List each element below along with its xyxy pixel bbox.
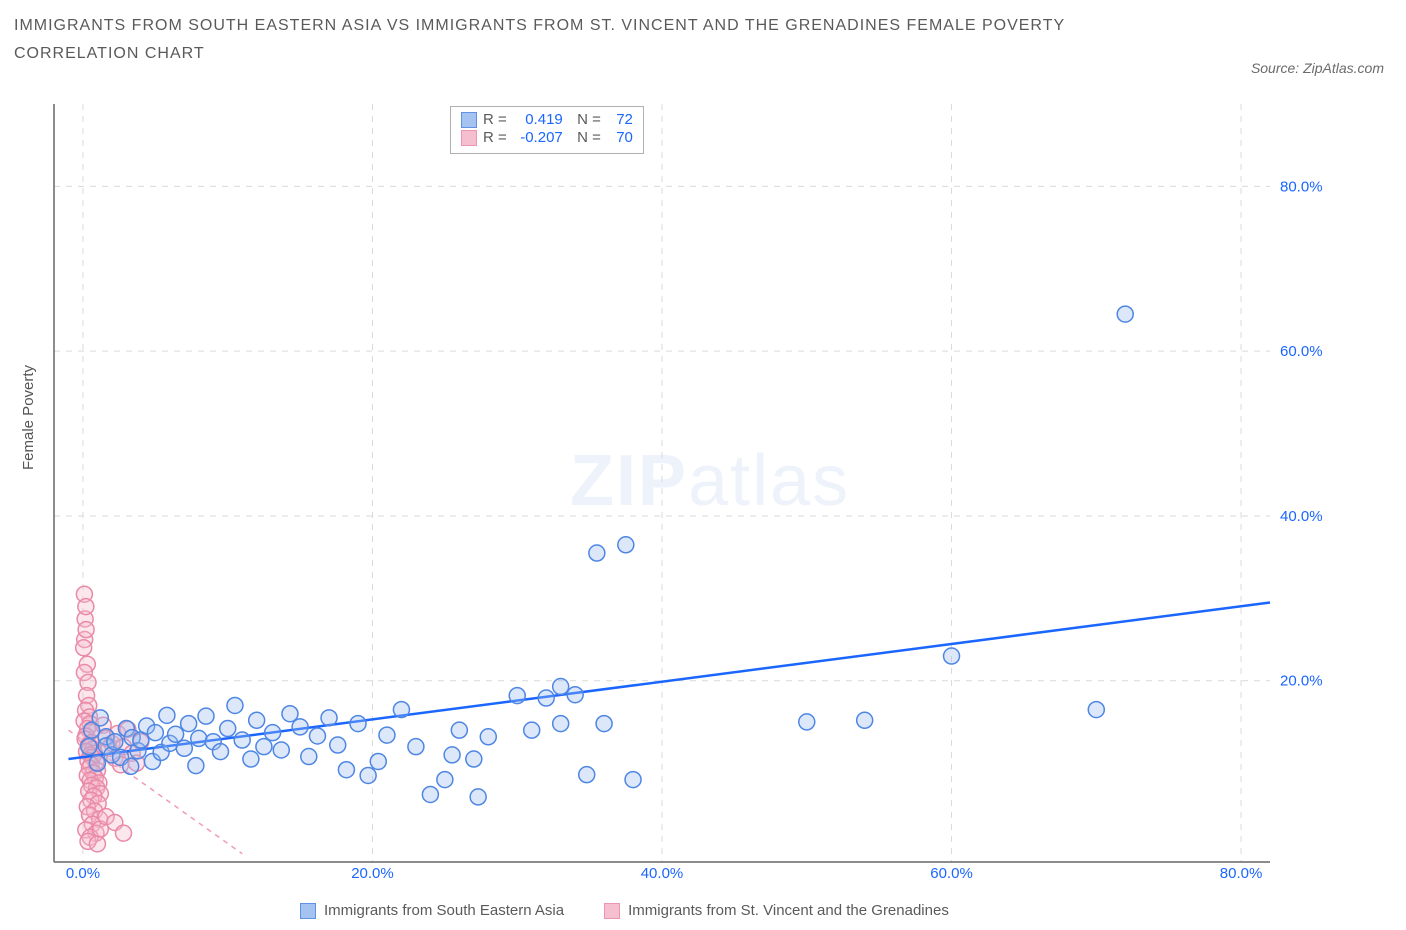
- series-name-b: Immigrants from St. Vincent and the Gren…: [628, 902, 949, 919]
- svg-text:40.0%: 40.0%: [641, 865, 684, 880]
- legend-n-label: N =: [569, 129, 601, 147]
- legend-swatch-b: [461, 130, 477, 146]
- series-name-a: Immigrants from South Eastern Asia: [324, 902, 564, 919]
- legend-r-value-a: 0.419: [513, 111, 563, 129]
- svg-text:0.0%: 0.0%: [66, 865, 100, 880]
- legend-row-series-b: R = -0.207 N = 70: [461, 129, 633, 147]
- series-swatch-a: [300, 903, 316, 919]
- legend-r-label: R =: [483, 111, 507, 129]
- legend-swatch-a: [461, 112, 477, 128]
- series-legend-item-a: Immigrants from South Eastern Asia: [300, 902, 564, 919]
- legend-r-label: R =: [483, 129, 507, 147]
- legend-n-label: N =: [569, 111, 601, 129]
- series-legend-item-b: Immigrants from St. Vincent and the Gren…: [604, 902, 949, 919]
- svg-text:80.0%: 80.0%: [1280, 178, 1323, 195]
- legend-n-value-a: 72: [607, 111, 633, 129]
- legend-n-value-b: 70: [607, 129, 633, 147]
- chart-title: IMMIGRANTS FROM SOUTH EASTERN ASIA VS IM…: [14, 12, 1114, 68]
- svg-text:60.0%: 60.0%: [1280, 343, 1323, 360]
- svg-text:20.0%: 20.0%: [1280, 673, 1323, 690]
- chart-container: IMMIGRANTS FROM SOUTH EASTERN ASIA VS IM…: [0, 0, 1406, 930]
- title-line-2: CORRELATION CHART: [14, 40, 1114, 68]
- svg-text:20.0%: 20.0%: [351, 865, 394, 880]
- title-line-1: IMMIGRANTS FROM SOUTH EASTERN ASIA VS IM…: [14, 12, 1114, 40]
- svg-text:80.0%: 80.0%: [1220, 865, 1263, 880]
- svg-text:40.0%: 40.0%: [1280, 508, 1323, 525]
- source-attribution: Source: ZipAtlas.com: [1251, 60, 1384, 76]
- legend-r-value-b: -0.207: [513, 129, 563, 147]
- y-axis-label-wrap: Female Poverty: [8, 0, 38, 930]
- series-legend: Immigrants from South Eastern Asia Immig…: [300, 902, 949, 919]
- series-swatch-b: [604, 903, 620, 919]
- svg-text:60.0%: 60.0%: [930, 865, 973, 880]
- scatter-plot: 20.0% 40.0% 60.0% 80.0% 0.0% 20.0% 40.0% 60.0% 8…: [50, 100, 1340, 880]
- y-axis-label: Female Poverty: [20, 365, 37, 470]
- legend-row-series-a: R = 0.419 N = 72: [461, 111, 633, 129]
- correlation-legend: R = 0.419 N = 72 R = -0.207 N = 70: [450, 106, 644, 154]
